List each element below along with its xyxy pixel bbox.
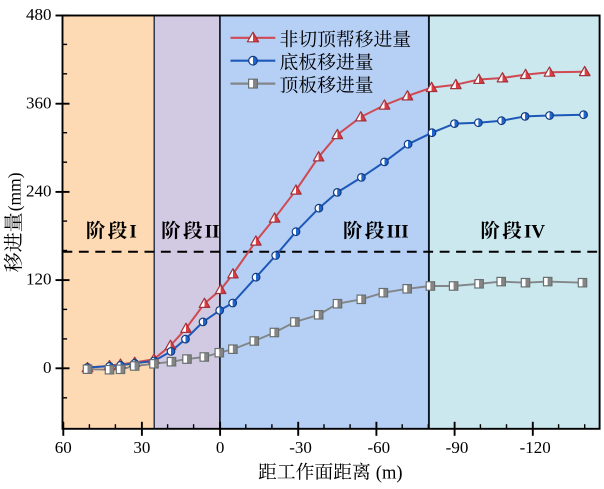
svg-text:-90: -90	[446, 438, 469, 457]
svg-text:-60: -60	[367, 438, 390, 457]
svg-text:360: 360	[26, 93, 52, 112]
svg-text:IV: IV	[524, 221, 545, 242]
svg-text:-30: -30	[289, 438, 312, 457]
svg-text:II: II	[205, 221, 220, 242]
svg-text:0: 0	[216, 438, 225, 457]
svg-text:0: 0	[43, 358, 52, 377]
svg-text:-120: -120	[520, 438, 551, 457]
svg-text:III: III	[387, 221, 409, 242]
svg-text:30: 30	[133, 438, 150, 457]
svg-text:I: I	[129, 221, 136, 242]
svg-text:(m): (m)	[376, 463, 403, 483]
svg-text:480: 480	[26, 5, 52, 24]
svg-text:120: 120	[26, 270, 52, 289]
svg-text:240: 240	[26, 182, 52, 201]
svg-text:60: 60	[55, 438, 72, 457]
svg-text:(mm): (mm)	[5, 172, 25, 211]
